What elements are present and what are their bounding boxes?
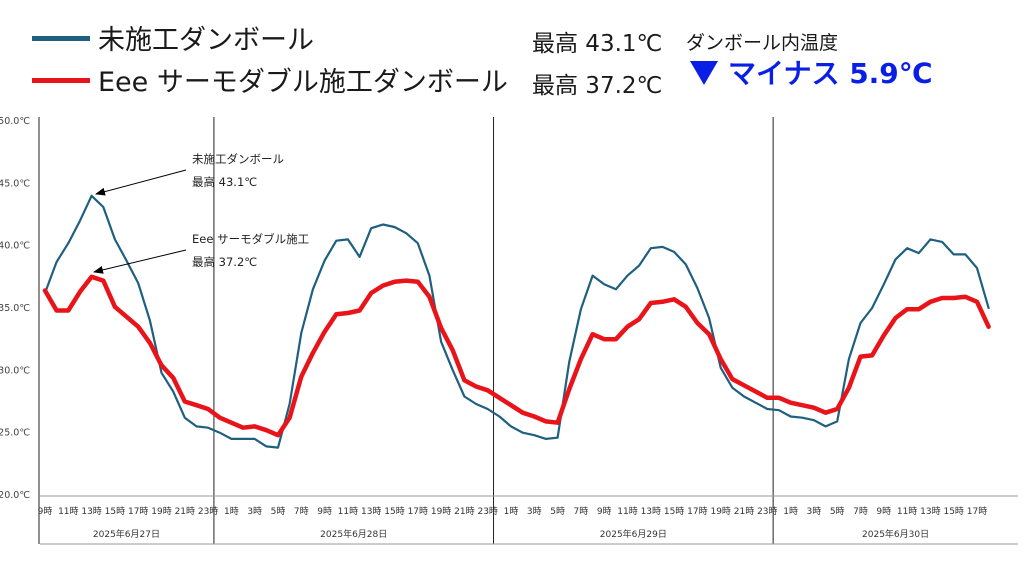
x-tick-label: 3時 — [527, 506, 542, 517]
x-tick-label: 15時 — [105, 506, 125, 517]
series-line-untreated — [43, 194, 990, 449]
x-tick-label: 7時 — [853, 506, 868, 517]
x-tick-label: 3時 — [247, 506, 262, 517]
x-tick-label: 15時 — [943, 506, 963, 517]
annotation-untreated-label: 未施工ダンボール — [192, 152, 284, 166]
x-tick-label: 19時 — [710, 506, 730, 517]
x-tick-labels: 9時 11時 13時 15時 17時 19時 21時 23時 1時 3時 5時 7時 9時 11時 13時 1… — [38, 506, 988, 517]
x-tick-label: 23時 — [757, 506, 777, 517]
x-tick-label: 9時 — [597, 506, 612, 517]
annotation-arrow-treated — [93, 249, 187, 274]
y-tick-label: 20.0℃ — [0, 490, 30, 501]
x-tick-label: 19時 — [431, 506, 451, 517]
day-separators — [38, 117, 774, 544]
x-tick-label: 9時 — [876, 506, 891, 517]
x-tick-label: 13時 — [920, 506, 940, 517]
x-tick-label: 1時 — [504, 506, 519, 517]
day-label: 2025年6月27日 — [93, 528, 160, 540]
x-tick-label: 15時 — [384, 506, 404, 517]
x-tick-label: 5時 — [550, 506, 565, 517]
x-tick-label: 19時 — [151, 506, 171, 517]
x-tick-label: 21時 — [734, 506, 754, 517]
y-axis-labels: 20.0℃ 25.0℃ 30.0℃ 35.0℃ 40.0℃ 45.0℃ 50.0℃ — [0, 116, 30, 501]
x-tick-label: 17時 — [967, 506, 987, 517]
max-treated: 最高 37.2℃ — [532, 73, 663, 99]
legend-swatch-untreated — [32, 36, 90, 41]
x-tick-label: 7時 — [574, 506, 589, 517]
annotation-treated-label: Eee サーモダブル施工 — [192, 232, 309, 246]
x-tick-label: 13時 — [641, 506, 661, 517]
x-tick-label: 1時 — [224, 506, 239, 517]
annotation-untreated-max: 最高 43.1℃ — [192, 175, 257, 189]
x-tick-label: 21時 — [175, 506, 195, 517]
x-tick-label: 11時 — [897, 506, 917, 517]
x-tick-label: 13時 — [361, 506, 381, 517]
x-tick-label: 1時 — [783, 506, 798, 517]
annotation-treated-max: 最高 37.2℃ — [192, 255, 257, 269]
x-tick-label: 3時 — [807, 506, 822, 517]
legend-item-untreated: 未施工ダンボール — [32, 18, 502, 58]
x-tick-label: 5時 — [830, 506, 845, 517]
x-tick-label: 17時 — [408, 506, 428, 517]
day-label: 2025年6月29日 — [600, 528, 667, 540]
x-tick-label: 15時 — [664, 506, 684, 517]
day-label: 2025年6月28日 — [320, 528, 387, 540]
y-tick-label: 25.0℃ — [0, 428, 30, 439]
x-tick-label: 11時 — [58, 506, 78, 517]
x-tick-label: 17時 — [128, 506, 148, 517]
series-lines — [42, 194, 991, 449]
series-line-treated — [42, 274, 991, 438]
legend-item-treated: Eee サーモダブル施工ダンボール — [32, 60, 508, 100]
x-tick-label: 17時 — [687, 506, 707, 517]
difference-title: ダンボール内温度 — [686, 32, 839, 54]
x-tick-label: 5時 — [271, 506, 286, 517]
x-tick-label: 11時 — [617, 506, 637, 517]
y-tick-label: 35.0℃ — [0, 303, 30, 314]
legend-swatch-treated — [32, 78, 90, 83]
x-tick-label: 13時 — [81, 506, 101, 517]
y-tick-label: 50.0℃ — [0, 116, 30, 127]
max-untreated: 最高 43.1℃ — [532, 31, 663, 57]
x-tick-label: 11時 — [338, 506, 358, 517]
x-tick-label: 21時 — [454, 506, 474, 517]
y-tick-label: 45.0℃ — [0, 178, 30, 189]
legend-label-untreated: 未施工ダンボール — [98, 25, 314, 56]
x-tick-label: 9時 — [317, 506, 332, 517]
x-tick-label: 23時 — [477, 506, 497, 517]
x-tick-label: 23時 — [198, 506, 218, 517]
y-tick-label: 40.0℃ — [0, 241, 30, 252]
y-tick-label: 30.0℃ — [0, 365, 30, 376]
day-label: 2025年6月30日 — [862, 528, 929, 540]
legend-label-treated: Eee サーモダブル施工ダンボール — [98, 67, 508, 98]
down-triangle-icon — [690, 61, 718, 85]
x-tick-label: 9時 — [38, 506, 53, 517]
difference-value-block: マイナス 5.9℃ — [690, 52, 933, 92]
difference-value: マイナス 5.9℃ — [728, 57, 933, 90]
x-tick-label: 7時 — [294, 506, 309, 517]
day-labels: 2025年6月27日 2025年6月28日 2025年6月29日 2025年6月30日 — [93, 528, 929, 540]
annotation-arrow-untreated — [95, 169, 187, 196]
